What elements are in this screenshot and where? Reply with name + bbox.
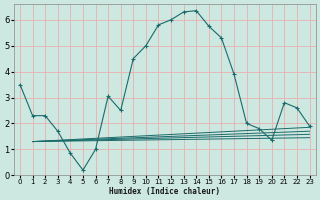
X-axis label: Humidex (Indice chaleur): Humidex (Indice chaleur) <box>109 187 220 196</box>
